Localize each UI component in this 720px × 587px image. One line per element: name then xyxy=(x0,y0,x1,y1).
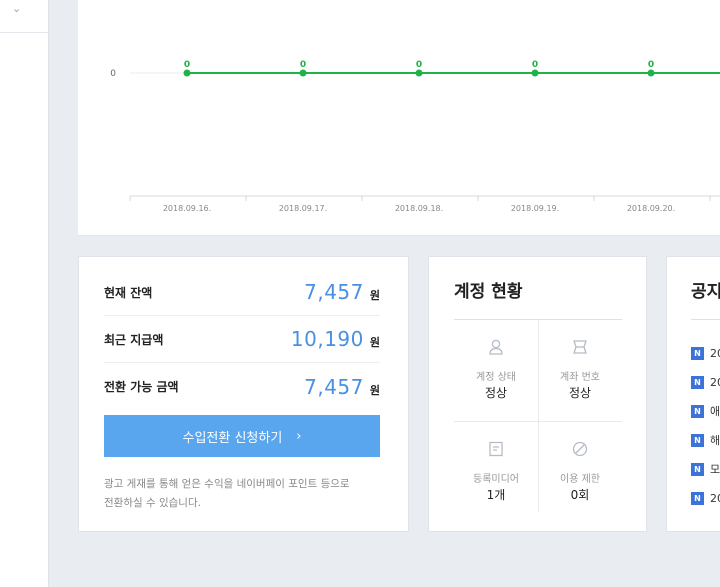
notice-item-text: 20 xyxy=(710,346,720,360)
sidebar-divider xyxy=(0,32,49,33)
revenue-chart-card: 0 0 0 0 0 0 2018.09.16. 2018.09.17. 2018.09.18. 2… xyxy=(78,0,720,236)
y-tick-label: 0 xyxy=(110,69,116,79)
convert-income-button[interactable]: 수입전환 신청하기 › xyxy=(104,415,380,457)
card-icon xyxy=(573,340,587,354)
notice-item[interactable]: N 애 xyxy=(691,404,720,418)
notice-item-text: 애 xyxy=(710,405,720,418)
help-line: 광고 게재를 통해 얻은 수익을 네이버페이 포인트 등으로 xyxy=(104,478,350,490)
status-item-label: 이용 제한 xyxy=(560,474,600,485)
status-item-label: 등록미디어 xyxy=(473,474,519,485)
notice-item[interactable]: N 20 xyxy=(691,375,720,389)
notice-item[interactable]: N 20 xyxy=(691,491,720,505)
data-point xyxy=(647,69,655,77)
divider xyxy=(454,421,622,422)
divider xyxy=(454,319,622,320)
balance-row-label: 전환 가능 금액 xyxy=(104,380,179,394)
divider xyxy=(691,319,720,320)
new-badge-icon: N xyxy=(691,462,704,476)
notice-title: 공지 xyxy=(691,282,720,302)
status-item-account-state: 계정 상태 정상 xyxy=(454,320,538,420)
notice-item-text: 20 xyxy=(710,375,720,389)
notice-item[interactable]: N 20 xyxy=(691,346,720,360)
status-item-label: 계좌 번호 xyxy=(560,372,600,383)
new-badge-icon: N xyxy=(691,346,704,360)
balance-row-recent-payment: 최근 지급액 10,190 원 xyxy=(104,316,380,363)
balance-row-label: 현재 잔액 xyxy=(104,285,153,300)
balance-row-unit: 원 xyxy=(369,383,380,397)
data-point xyxy=(299,69,307,77)
new-badge-icon: N xyxy=(691,433,704,447)
chevron-down-icon[interactable]: ⌄ xyxy=(12,2,22,15)
status-item-value: 정상 xyxy=(484,386,508,400)
account-status-card: 계정 현황 계정 상태 정상 계좌 번호 정상 xyxy=(428,256,647,532)
convert-help-text: 광고 게재를 통해 얻은 수익을 네이버페이 포인트 등으로 전환하실 수 있습… xyxy=(104,475,384,513)
balance-row-current: 현재 잔액 7,457 원 xyxy=(104,269,380,316)
x-tick-label: 2018.09.19. xyxy=(511,204,559,213)
new-badge-icon: N xyxy=(691,491,704,505)
status-item-label: 계정 상태 xyxy=(476,372,516,383)
status-item-registered-media: 등록미디어 1개 xyxy=(454,422,538,522)
balance-row-value: 7,457 xyxy=(304,374,364,399)
chevron-right-icon: › xyxy=(296,428,302,444)
balance-card: 현재 잔액 7,457 원 최근 지급액 10,190 원 전환 가능 금액 7… xyxy=(78,256,409,532)
data-label: 0 xyxy=(648,60,654,70)
notice-item[interactable]: N 모 xyxy=(691,462,720,476)
notice-item-text: 해 xyxy=(710,434,720,447)
account-status-title: 계정 현황 xyxy=(454,282,523,302)
left-sidebar: ⌄ xyxy=(0,0,49,587)
revenue-line-chart: 0 0 0 0 0 0 2018.09.16. 2018.09.17. 2018.09.18. 2… xyxy=(110,60,720,213)
balance-row-label: 최근 지급액 xyxy=(104,332,164,347)
help-line: 전환하실 수 있습니다. xyxy=(104,497,201,509)
notice-item-text: 모 xyxy=(710,463,720,476)
convert-income-button-label: 수입전환 신청하기 xyxy=(182,430,283,446)
data-label: 0 xyxy=(532,60,538,70)
notice-card: 공지 N 20 N 20 N 애 N 해 N 모 N 20 xyxy=(666,256,720,532)
prohibited-icon xyxy=(572,441,588,457)
balance-row-unit: 원 xyxy=(369,336,380,349)
new-badge-icon: N xyxy=(691,404,704,418)
status-item-account-number: 계좌 번호 정상 xyxy=(538,320,622,420)
x-tick-label: 2018.09.18. xyxy=(395,204,443,213)
notice-item-text: 20 xyxy=(710,491,720,505)
account-status-grid: 계정 상태 정상 계좌 번호 정상 등록미디어 1개 xyxy=(454,320,622,512)
data-point xyxy=(531,69,539,77)
x-tick-label: 2018.09.17. xyxy=(279,204,327,213)
person-icon xyxy=(489,339,503,355)
status-item-value: 0회 xyxy=(570,488,590,502)
status-item-usage-limit: 이용 제한 0회 xyxy=(538,422,622,522)
x-tick-label: 2018.09.20. xyxy=(627,204,675,213)
balance-row-value: 7,457 xyxy=(304,280,364,304)
data-label: 0 xyxy=(300,60,306,70)
status-item-value: 정상 xyxy=(568,386,592,400)
divider xyxy=(538,320,539,512)
status-item-value: 1개 xyxy=(486,488,506,502)
balance-row-convertible: 전환 가능 금액 7,457 원 xyxy=(104,363,380,410)
balance-row-unit: 원 xyxy=(369,289,380,302)
document-icon xyxy=(489,441,503,457)
x-tick-label: 2018.09.16. xyxy=(163,204,211,213)
notice-item[interactable]: N 해 xyxy=(691,433,720,447)
data-label: 0 xyxy=(416,60,422,70)
data-label: 0 xyxy=(184,60,190,70)
data-point xyxy=(415,69,423,77)
balance-row-value: 10,190 xyxy=(290,327,364,351)
new-badge-icon: N xyxy=(691,375,704,389)
data-point xyxy=(183,69,191,77)
